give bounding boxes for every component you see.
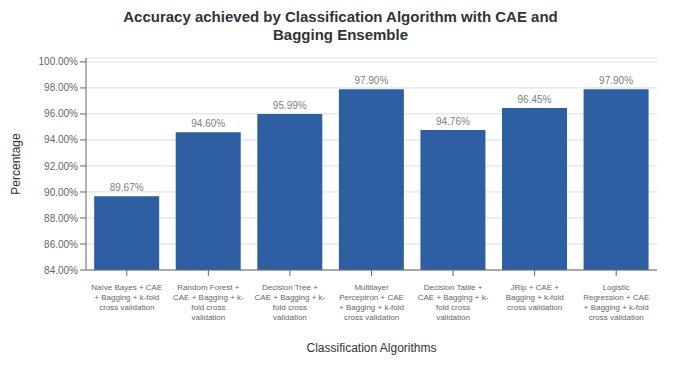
- svg-text:84.00%: 84.00%: [44, 265, 78, 276]
- svg-text:Decision Table +CAE + Bagging: Decision Table +CAE + Bagging + k-fold c…: [418, 283, 489, 322]
- svg-text:96.00%: 96.00%: [44, 108, 78, 119]
- svg-text:90.00%: 90.00%: [44, 187, 78, 198]
- svg-text:MultilayerPerceptron + CAE+ Ba: MultilayerPerceptron + CAE+ Bagging + k-…: [339, 283, 404, 322]
- svg-text:Random Forest +CAE + Bagging +: Random Forest +CAE + Bagging + k-fold cr…: [173, 283, 244, 322]
- svg-text:94.00%: 94.00%: [44, 134, 78, 145]
- svg-text:96.45%: 96.45%: [518, 94, 552, 105]
- svg-text:94.76%: 94.76%: [436, 116, 470, 127]
- svg-text:LogisticRegression + CAE+ Bagg: LogisticRegression + CAE+ Bagging + k-fo…: [583, 283, 649, 322]
- svg-text:Naïve Bayes + CAE+ Bagging + k: Naïve Bayes + CAE+ Bagging + k-foldcross…: [91, 283, 162, 312]
- svg-text:Percentage: Percentage: [9, 133, 23, 195]
- svg-text:97.90%: 97.90%: [599, 75, 633, 86]
- svg-text:98.00%: 98.00%: [44, 82, 78, 93]
- html-text:Accuracy achieved by Classific: Accuracy achieved by Classification Algo…: [123, 8, 558, 25]
- svg-text:Decision Tree +CAE + Bagging +: Decision Tree +CAE + Bagging + k-fold cr…: [255, 283, 326, 322]
- svg-text:86.00%: 86.00%: [44, 239, 78, 250]
- svg-text:88.00%: 88.00%: [44, 213, 78, 224]
- svg-text:92.00%: 92.00%: [44, 161, 78, 172]
- svg-text:97.90%: 97.90%: [354, 75, 388, 86]
- svg-text:JRip + CAE +Bagging + k-foldcr: JRip + CAE +Bagging + k-foldcross valida…: [506, 283, 564, 312]
- svg-text:89.67%: 89.67%: [110, 182, 144, 193]
- svg-text:Classification Algorithms: Classification Algorithms: [306, 341, 436, 355]
- html-text:Bagging Ensemble: Bagging Ensemble: [273, 26, 408, 43]
- svg-text:95.99%: 95.99%: [273, 100, 307, 111]
- svg-text:94.60%: 94.60%: [191, 118, 225, 129]
- svg-text:100.00%: 100.00%: [39, 56, 79, 67]
